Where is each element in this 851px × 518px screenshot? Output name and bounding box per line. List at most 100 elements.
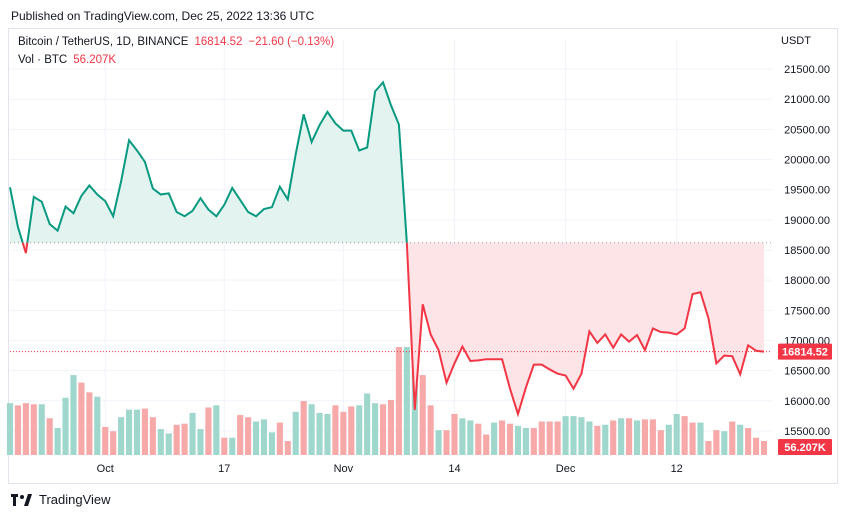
volume-bar [125,409,133,455]
volume-bar [78,382,85,455]
last-volume-tag-label: 56.207K [784,442,826,454]
volume-bar [427,405,434,455]
volume-bar [530,428,537,455]
volume-bar [713,430,720,455]
price-line-above [9,80,408,243]
volume-bar [459,418,466,455]
volume-bar [229,437,236,455]
volume-bar [30,404,37,455]
volume-bar [221,437,228,455]
volume-bar [753,437,760,455]
volume-bar [475,423,482,455]
volume-bar [197,429,204,455]
published-caption: Published on TradingView.com, Dec 25, 20… [11,9,315,23]
x-tick-label: 14 [448,463,460,475]
x-tick-label: Nov [334,463,354,475]
chart-frame[interactable] [8,28,838,484]
volume-bar [649,419,656,455]
symbol-name[interactable]: Bitcoin / TetherUS, 1D, BINANCE [18,36,189,48]
volume-bar [697,422,704,455]
volume-bar [86,392,93,455]
volume-bar [760,440,768,455]
volume-bar [554,421,561,455]
volume-bar [641,419,649,455]
last-price-tag-label: 16814.52 [782,347,828,359]
volume-bar [316,412,323,455]
volume-bar [173,424,180,455]
volume-label: Vol · BTC [18,54,68,66]
volume-bar [213,405,220,455]
volume-bar [435,430,442,455]
volume-bar [205,407,212,455]
volume-bar [372,403,379,455]
volume-bar [514,425,522,455]
volume-bar [657,430,664,455]
volume-bar [491,422,498,455]
volume-bar [110,431,117,455]
y-tick-label: 20500.00 [784,124,830,136]
last-price-tag [778,343,832,360]
volume-bar [308,404,315,455]
volume-bar [340,411,347,455]
volume-bar [586,421,593,455]
x-tick-label: Oct [97,463,114,475]
volume-bar [729,421,736,455]
volume-bar [522,428,529,455]
x-tick-label: Dec [556,463,576,475]
volume-bar [284,440,291,455]
y-tick-label: 18000.00 [784,275,830,287]
volume-bar [237,415,244,455]
volume-bar [705,440,712,455]
volume-bar [618,418,625,455]
volume-bar [570,416,577,455]
y-tick-label: 15500.00 [784,426,830,438]
volume-bar [38,404,45,455]
volume-bar [395,347,402,455]
volume-bar [356,405,363,455]
volume-bar [118,417,125,455]
symbol-legend[interactable]: Bitcoin / TetherUS, 1D, BINANCE 16814.52−… [18,36,334,48]
volume-bar [411,371,418,455]
y-tick-label: 16500.00 [784,366,830,378]
volume-bar [443,430,450,455]
volume-bar [379,404,387,455]
volume-bar [332,405,339,455]
volume-bar [102,426,109,455]
volume-bar [737,424,744,455]
footer: TradingView [11,492,111,507]
volume-value: 56.207K [73,54,117,66]
volume-bar [245,417,252,455]
volume-bar [546,421,553,455]
y-tick-label: 19500.00 [784,185,830,197]
volume-bar [62,397,69,455]
y-tick-label: 19000.00 [784,215,830,227]
volume-bar [94,396,101,455]
volume-bar [673,413,680,455]
volume-bar [562,416,569,455]
volume-bar [54,428,61,455]
volume-bar [348,406,355,455]
price-change: −21.60 (−0.13%) [248,36,335,48]
volume-bar [538,421,545,455]
y-tick-label: 16000.00 [784,396,830,408]
volume-legend[interactable]: Vol · BTC 56.207K [18,54,116,66]
volume-bar [181,423,188,455]
volume-bar [483,434,490,455]
volume-bar [665,424,672,455]
volume-bar [602,424,609,455]
y-tick-label: 21500.00 [784,64,830,76]
volume-bar [324,413,331,455]
price-line-below [21,242,765,418]
volume-bar [292,411,299,455]
tradingview-logo-icon [11,493,32,506]
volume-bar [165,433,172,455]
volume-bar [387,399,395,455]
volume-bar [6,403,14,455]
volume-bar [268,432,275,455]
y-tick-label: 20000.00 [784,155,830,167]
volume-bar [451,413,458,455]
volume-bar [141,408,148,455]
area-fill-below [10,242,764,415]
volume-bar [594,425,601,455]
